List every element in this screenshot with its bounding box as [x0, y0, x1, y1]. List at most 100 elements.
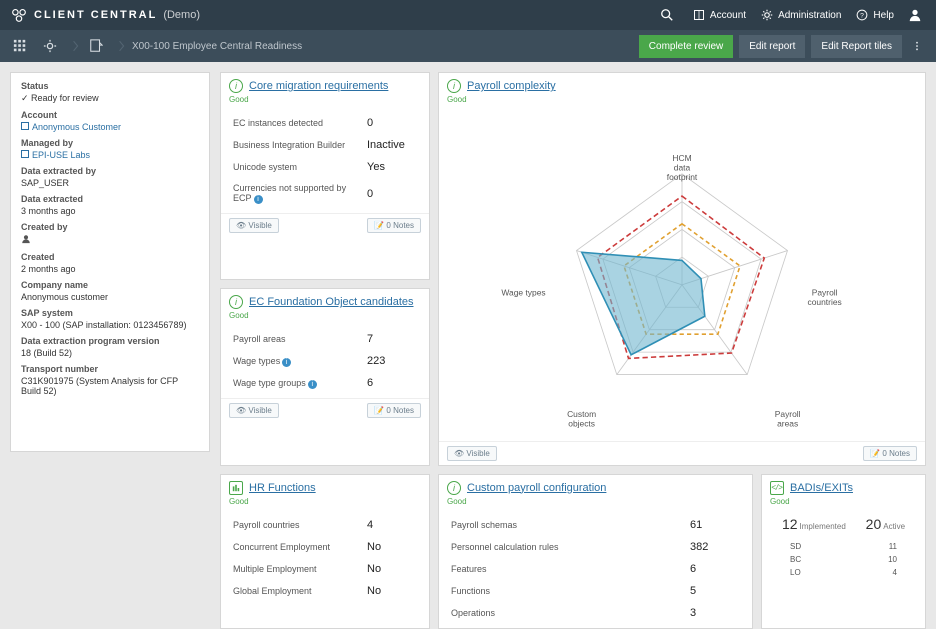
- info-status-icon: i: [447, 481, 461, 495]
- search-button[interactable]: [660, 8, 678, 22]
- notes-button[interactable]: 📝 0 Notes: [863, 446, 917, 461]
- edit-report-tiles-button[interactable]: Edit Report tiles: [811, 35, 902, 58]
- core-migration-card: i Core migration requirements Good EC in…: [220, 72, 430, 280]
- payroll-complexity-card: i Payroll complexity Good HCMdatafootpri…: [438, 72, 926, 466]
- report-icon[interactable]: [86, 36, 106, 56]
- status-value: Ready for review: [21, 93, 199, 104]
- hrfn-status: Good: [221, 497, 429, 510]
- visible-toggle[interactable]: 👁 Visible: [447, 446, 497, 461]
- badi-body: 12Implemented 20Active SD11BC10LO4: [762, 510, 925, 585]
- kv-value: 223: [367, 355, 417, 367]
- kv-key: Payroll countries: [233, 520, 367, 530]
- payroll-complexity-title[interactable]: Payroll complexity: [467, 80, 556, 92]
- kv-row: Wage typesi223: [221, 350, 429, 372]
- kv-value: 0: [367, 188, 417, 200]
- kv-key: Wage type groupsi: [233, 378, 367, 389]
- badi-row: BC10: [772, 553, 915, 566]
- kv-key: Currencies not supported by ECPi: [233, 183, 367, 204]
- kv-row: Functions5: [439, 580, 752, 602]
- data-extracted-by-value: SAP_USER: [21, 178, 199, 188]
- notes-button[interactable]: 📝 0 Notes: [367, 403, 421, 418]
- nav-gear-icon[interactable]: [40, 36, 60, 56]
- badi-row: SD 11: [772, 540, 915, 553]
- company-value: Anonymous customer: [21, 292, 199, 302]
- ec-foundation-title[interactable]: EC Foundation Object candidates: [249, 296, 414, 308]
- chevron-right-icon: [116, 36, 128, 56]
- kv-key: Features: [451, 564, 690, 574]
- info-icon[interactable]: i: [308, 380, 317, 389]
- company-label: Company name: [21, 280, 199, 290]
- complete-review-button[interactable]: Complete review: [639, 35, 733, 58]
- core-migration-title[interactable]: Core migration requirements: [249, 80, 388, 92]
- kv-value: 6: [690, 563, 740, 575]
- brand-demo: (Demo): [163, 9, 200, 21]
- managed-by-value[interactable]: EPI-USE Labs: [21, 150, 199, 160]
- hr-status-icon: [229, 481, 243, 495]
- kv-value: 5: [690, 585, 740, 597]
- visible-toggle[interactable]: 👁 Visible: [229, 403, 279, 418]
- created-label: Created: [21, 252, 199, 262]
- sap-system-value: X00 - 100 (SAP installation: 0123456789): [21, 320, 199, 330]
- badi-value: 10: [888, 555, 897, 564]
- ecfo-body: Payroll areas7Wage typesi223Wage type gr…: [221, 324, 429, 398]
- admin-link[interactable]: Administration: [760, 8, 841, 22]
- badis-card: </> BADIs/EXITs Good 12Implemented 20Act…: [761, 474, 926, 629]
- badi-key: SD: [790, 542, 801, 551]
- account-value[interactable]: Anonymous Customer: [21, 122, 199, 132]
- badis-title[interactable]: BADIs/EXITs: [790, 482, 853, 494]
- user-avatar[interactable]: [908, 8, 926, 22]
- edit-report-button[interactable]: Edit report: [739, 35, 805, 58]
- account-label: Account: [710, 10, 746, 21]
- apps-grid-icon[interactable]: [10, 36, 30, 56]
- sap-system-label: SAP system: [21, 308, 199, 318]
- more-menu-button[interactable]: [908, 34, 926, 58]
- help-icon: ?: [855, 8, 869, 22]
- main: Status Ready for review Account Anonymou…: [0, 62, 936, 538]
- svg-text:Payrollareas: Payrollareas: [775, 409, 801, 429]
- dashboard-grid: i Core migration requirements Good EC in…: [220, 72, 926, 528]
- custom-payroll-title[interactable]: Custom payroll configuration: [467, 482, 606, 494]
- kv-row: Global EmploymentNo: [221, 580, 429, 602]
- brand-logo-icon: [10, 6, 28, 24]
- kv-row: Personnel calculation rules382: [439, 536, 752, 558]
- badi-key: LO: [790, 568, 801, 577]
- radar-chart: HCMdatafootprintPayrollcountriesPayrolla…: [439, 108, 925, 441]
- notes-button[interactable]: 📝 0 Notes: [367, 218, 421, 233]
- chevron-right-icon: [70, 36, 82, 56]
- help-link[interactable]: ? Help: [855, 8, 894, 22]
- version-value: 18 (Build 52): [21, 348, 199, 358]
- info-icon[interactable]: i: [254, 195, 263, 204]
- kv-row: Concurrent EmploymentNo: [221, 536, 429, 558]
- custpay-body: Payroll schemas61Personnel calculation r…: [439, 510, 752, 628]
- visible-toggle[interactable]: 👁 Visible: [229, 218, 279, 233]
- info-icon[interactable]: i: [282, 358, 291, 367]
- help-label: Help: [873, 10, 894, 21]
- breadcrumb[interactable]: X00-100 Employee Central Readiness: [132, 41, 302, 52]
- data-extracted-by-label: Data extracted by: [21, 166, 199, 176]
- kv-row: EC instances detected0: [221, 112, 429, 134]
- kv-value: 61: [690, 519, 740, 531]
- badi-value: 11: [889, 542, 897, 551]
- search-icon: [660, 8, 674, 22]
- badi-implemented-count: 12: [782, 516, 798, 532]
- data-extracted-value: 3 months ago: [21, 206, 199, 216]
- svg-text:Customobjects: Customobjects: [567, 409, 596, 429]
- kv-value: 0: [367, 117, 417, 129]
- kv-key: EC instances detected: [233, 118, 367, 128]
- kv-row: Features6: [439, 558, 752, 580]
- ec-foundation-card: i EC Foundation Object candidates Good P…: [220, 288, 430, 465]
- hr-functions-title[interactable]: HR Functions: [249, 482, 316, 494]
- info-status-icon: i: [447, 79, 461, 93]
- kv-value: 7: [367, 333, 417, 345]
- svg-text:?: ?: [861, 12, 865, 19]
- account-link[interactable]: Account: [692, 8, 746, 22]
- core-body: EC instances detected0Business Integrati…: [221, 108, 429, 213]
- topbar: CLIENT CENTRAL (Demo) Account Administra…: [0, 0, 936, 30]
- info-status-icon: i: [229, 295, 243, 309]
- data-extracted-label: Data extracted: [21, 194, 199, 204]
- kv-key: Concurrent Employment: [233, 542, 367, 552]
- managed-by-label: Managed by: [21, 138, 199, 148]
- kv-row: Wage type groupsi6: [221, 372, 429, 394]
- svg-text:Wage types: Wage types: [501, 287, 545, 297]
- badi-active-label: Active: [883, 522, 905, 531]
